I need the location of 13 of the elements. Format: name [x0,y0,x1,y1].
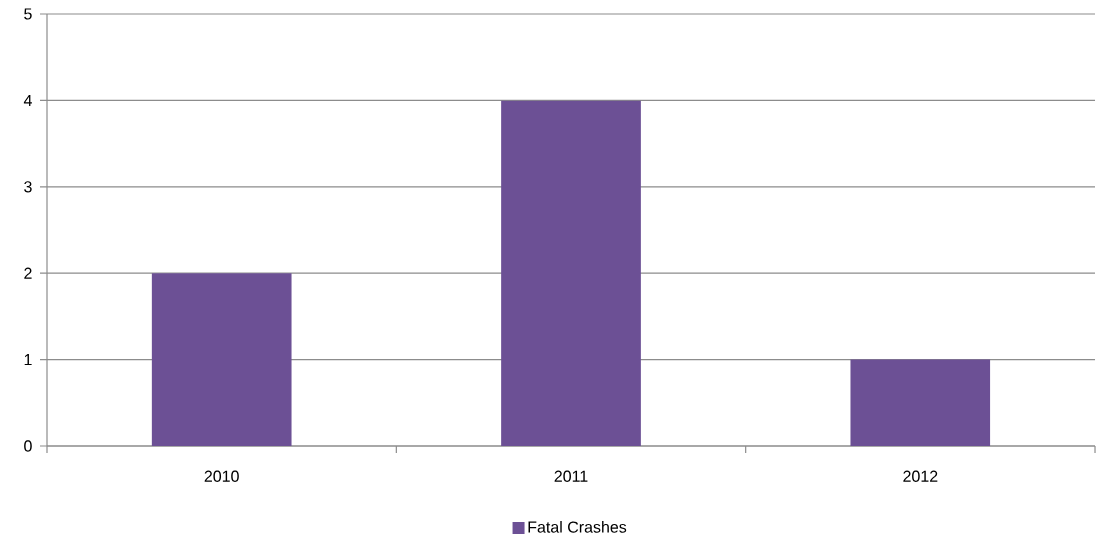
bar [501,100,641,446]
x-tick-label: 2012 [903,470,938,482]
y-tick-label: 5 [24,8,32,20]
y-tick-label: 1 [24,354,32,366]
y-tick-label: 0 [24,440,32,452]
bar [850,359,991,446]
x-tick-label: 2010 [204,470,239,482]
legend-label: Fatal Crashes [528,521,627,533]
bar [151,273,292,446]
y-tick-label: 2 [24,267,32,279]
x-tick-label: 2011 [554,470,588,482]
y-tick-label: 3 [24,181,32,193]
y-tick-label: 4 [23,94,32,106]
